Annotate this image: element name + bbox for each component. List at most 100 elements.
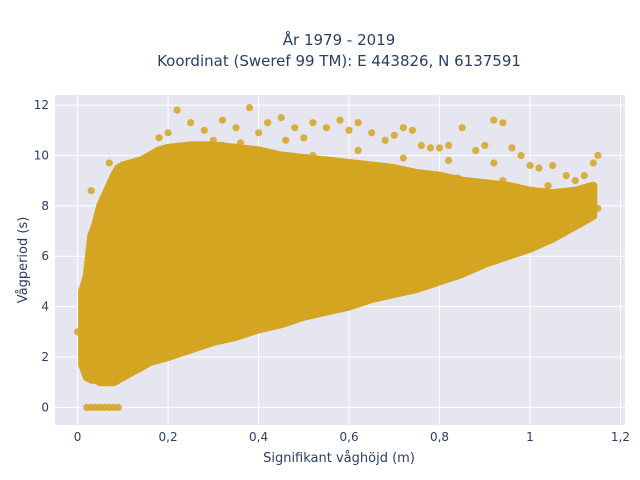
data-point xyxy=(187,119,195,127)
data-point xyxy=(264,149,272,157)
data-point xyxy=(87,363,95,371)
data-point xyxy=(255,323,263,331)
x-tick-label: 0,4 xyxy=(249,430,268,444)
data-point xyxy=(381,136,389,144)
data-point xyxy=(232,124,240,132)
data-point xyxy=(368,257,376,265)
data-point xyxy=(549,232,557,240)
data-point xyxy=(322,124,330,132)
data-point xyxy=(200,126,208,134)
data-point xyxy=(327,298,335,306)
data-point xyxy=(300,252,308,260)
data-point xyxy=(481,141,489,149)
data-point xyxy=(481,257,489,265)
data-point xyxy=(209,252,217,260)
data-point xyxy=(291,313,299,321)
data-point xyxy=(209,333,217,341)
data-point xyxy=(78,325,86,333)
data-point xyxy=(458,240,466,248)
data-point xyxy=(273,167,281,175)
data-point xyxy=(187,343,195,351)
data-point xyxy=(101,348,109,356)
data-point xyxy=(571,177,579,185)
data-point xyxy=(549,214,557,222)
data-point xyxy=(499,177,507,185)
data-point xyxy=(345,126,353,134)
data-point xyxy=(327,227,335,235)
data-point xyxy=(322,265,330,273)
data-point xyxy=(508,207,516,215)
data-point xyxy=(96,376,104,384)
data-point xyxy=(291,124,299,132)
y-tick-label: 2 xyxy=(41,350,49,364)
data-point xyxy=(173,106,181,114)
data-point xyxy=(110,227,118,235)
data-point xyxy=(580,172,588,180)
data-point xyxy=(128,192,136,200)
data-point xyxy=(408,172,416,180)
data-point xyxy=(381,207,389,215)
data-point xyxy=(417,214,425,222)
data-point xyxy=(309,151,317,160)
data-point xyxy=(472,192,480,200)
data-point xyxy=(141,156,150,165)
data-point xyxy=(114,333,122,341)
data-point xyxy=(463,262,471,270)
data-point xyxy=(200,227,208,235)
data-point xyxy=(282,136,290,144)
data-point xyxy=(119,164,127,172)
data-point xyxy=(218,335,226,343)
data-point xyxy=(526,161,534,170)
data-point xyxy=(499,119,507,127)
data-point xyxy=(119,371,127,379)
data-point xyxy=(381,189,389,197)
x-tick-label: 1 xyxy=(526,430,534,444)
data-point xyxy=(372,222,380,230)
data-point xyxy=(245,222,254,230)
data-point xyxy=(173,345,181,353)
data-point xyxy=(445,141,453,149)
data-point xyxy=(200,202,208,210)
data-point xyxy=(354,277,362,285)
data-point xyxy=(417,277,425,285)
data-point xyxy=(517,192,525,200)
data-point xyxy=(155,353,163,361)
data-point xyxy=(544,182,552,190)
data-point xyxy=(426,187,435,195)
data-point xyxy=(336,116,344,124)
data-point xyxy=(562,172,570,180)
data-point xyxy=(277,315,285,323)
y-tick-label: 6 xyxy=(41,249,49,263)
data-point xyxy=(146,355,154,364)
data-point xyxy=(101,287,109,296)
data-point xyxy=(413,282,421,291)
x-tick-label: 0,2 xyxy=(159,430,178,444)
data-point xyxy=(445,156,453,165)
data-point xyxy=(472,146,480,154)
data-point xyxy=(236,139,245,147)
data-point xyxy=(268,318,276,326)
data-point xyxy=(92,403,100,411)
y-tick-label: 0 xyxy=(41,400,49,414)
data-point xyxy=(110,378,118,386)
data-point xyxy=(526,242,534,250)
chart-title-line1: År 1979 - 2019 xyxy=(283,30,396,49)
data-point xyxy=(173,146,181,154)
y-tick-label: 8 xyxy=(41,199,49,213)
data-point xyxy=(83,373,91,381)
data-point xyxy=(508,144,516,152)
data-point xyxy=(137,177,145,185)
data-point xyxy=(164,328,172,336)
data-point xyxy=(594,151,602,160)
data-point xyxy=(173,315,181,323)
data-point xyxy=(92,340,100,348)
data-point xyxy=(264,119,272,127)
data-point xyxy=(282,232,290,240)
data-point xyxy=(218,303,226,311)
data-point xyxy=(200,338,208,346)
x-tick-label: 0 xyxy=(74,430,82,444)
data-point xyxy=(255,252,263,260)
data-point xyxy=(585,212,593,220)
